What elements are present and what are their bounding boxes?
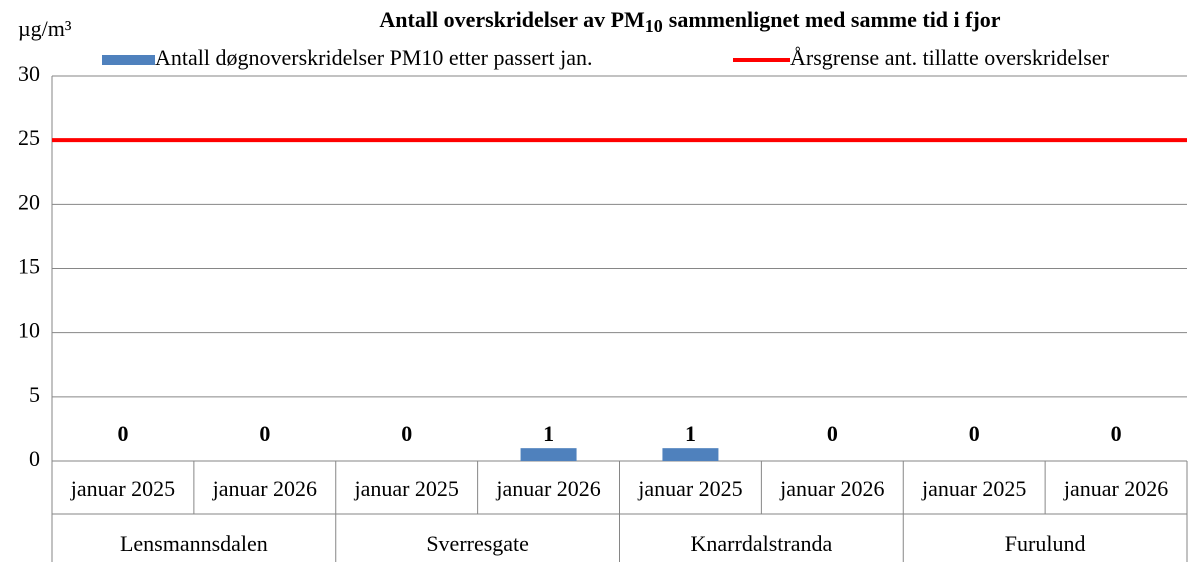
x-tick-label: januar 2025 — [921, 476, 1026, 501]
y-tick-label: 0 — [29, 446, 40, 471]
x-tick-label: januar 2025 — [637, 476, 742, 501]
x-tick-label: januar 2026 — [779, 476, 884, 501]
data-label: 1 — [685, 421, 696, 446]
data-label: 0 — [401, 421, 412, 446]
chart-title: Antall overskridelser av PM10 sammenligne… — [379, 7, 1000, 36]
data-label: 0 — [259, 421, 270, 446]
y-tick-label: 15 — [18, 254, 40, 279]
bar — [662, 448, 719, 461]
y-tick-label: 25 — [18, 125, 40, 150]
group-label: Lensmannsdalen — [120, 531, 268, 556]
title-subscript: 10 — [645, 16, 663, 36]
title-part: sammenlignet med samme tid i fjor — [669, 7, 1001, 32]
legend-swatch — [102, 55, 155, 65]
x-tick-label: januar 2025 — [70, 476, 175, 501]
y-tick-label: 5 — [29, 382, 40, 407]
group-label: Furulund — [1005, 531, 1086, 556]
title-part: Antall overskridelser av PM — [379, 7, 645, 32]
x-tick-label: januar 2026 — [1063, 476, 1168, 501]
y-tick-label: 20 — [18, 189, 40, 214]
bar — [520, 448, 577, 461]
data-label: 0 — [969, 421, 980, 446]
data-label: 0 — [1111, 421, 1122, 446]
data-label: 1 — [543, 421, 554, 446]
legend-label: Årsgrense ant. tillatte overskridelser — [790, 45, 1110, 70]
data-label: 0 — [827, 421, 838, 446]
y-tick-label: 30 — [18, 61, 40, 86]
group-label: Sverresgate — [426, 531, 529, 556]
group-label: Knarrdalstranda — [691, 531, 833, 556]
data-label: 0 — [117, 421, 128, 446]
x-tick-label: januar 2026 — [495, 476, 600, 501]
legend-label: Antall døgnoverskridelser PM10 etter pas… — [155, 45, 592, 70]
y-axis-label: µg/m³ — [18, 16, 72, 41]
y-tick-label: 10 — [18, 318, 40, 343]
x-tick-label: januar 2025 — [353, 476, 458, 501]
x-tick-label: januar 2026 — [212, 476, 317, 501]
